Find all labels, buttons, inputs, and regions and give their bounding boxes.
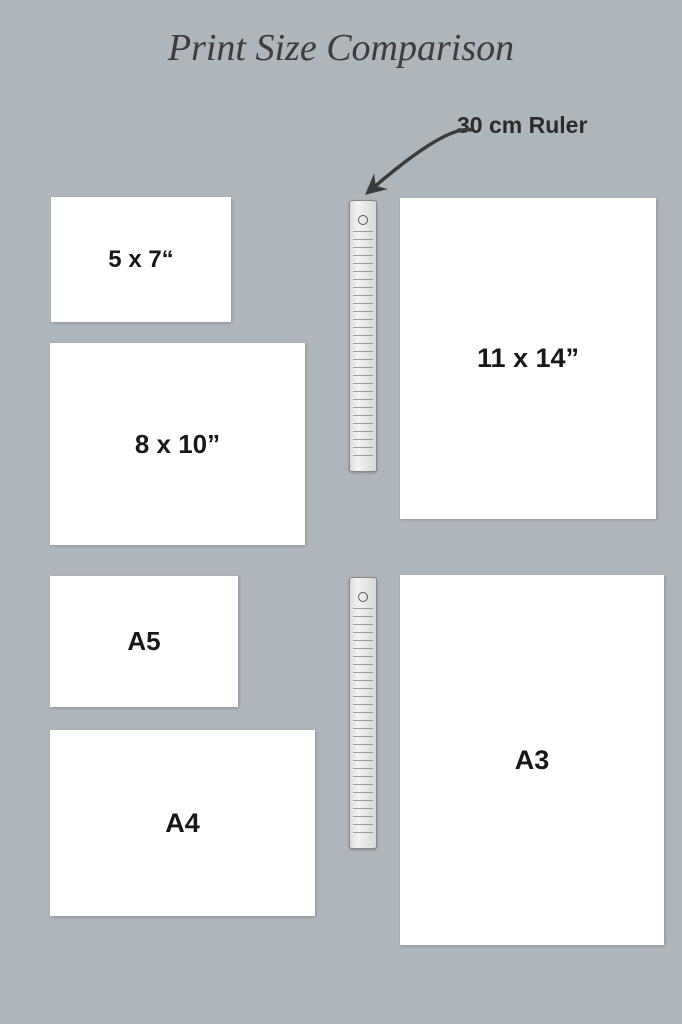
ruler-ticks (353, 231, 373, 463)
ruler-2 (349, 577, 377, 849)
size-card-label: A3 (515, 745, 550, 776)
ruler-ticks (353, 608, 373, 840)
ruler-callout-label: 30 cm Ruler (457, 112, 587, 139)
size-card-a4: A4 (50, 730, 315, 916)
size-card-a5: A5 (50, 576, 238, 707)
size-card-5x7: 5 x 7“ (51, 197, 231, 322)
size-card-11x14: 11 x 14” (400, 198, 656, 519)
size-card-label: A4 (165, 808, 200, 839)
size-card-a3: A3 (400, 575, 664, 945)
page-title: Print Size Comparison (168, 26, 514, 70)
size-card-label: 5 x 7“ (108, 246, 173, 274)
size-card-label: 11 x 14” (477, 343, 579, 374)
size-card-label: 8 x 10” (135, 429, 220, 460)
size-card-label: A5 (127, 626, 160, 657)
ruler-1 (349, 200, 377, 472)
size-card-8x10: 8 x 10” (50, 343, 305, 545)
